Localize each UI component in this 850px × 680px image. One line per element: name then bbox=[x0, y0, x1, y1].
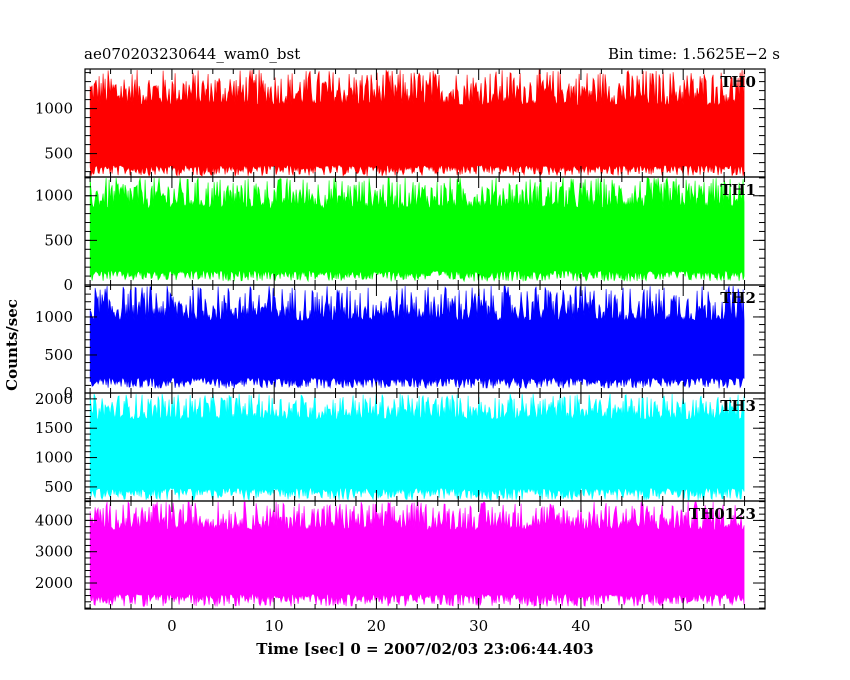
x-tick-label: 20 bbox=[367, 617, 386, 635]
y-tick-label: 1000 bbox=[35, 449, 73, 467]
y-tick-label: 3000 bbox=[35, 543, 73, 561]
panel-frame bbox=[84, 500, 766, 610]
x-tick-label: 40 bbox=[571, 617, 590, 635]
y-tick-label: 500 bbox=[44, 478, 73, 496]
series-label-th0: TH0 bbox=[720, 73, 756, 91]
y-axis-title: Counts/sec bbox=[3, 299, 21, 391]
y-tick-label: 500 bbox=[44, 346, 73, 364]
x-tick-label: 30 bbox=[469, 617, 488, 635]
y-tick-label: 2000 bbox=[35, 574, 73, 592]
y-tick-label: 4000 bbox=[35, 511, 73, 529]
bin-time-label: Bin time: 1.5625E−2 s bbox=[608, 45, 780, 63]
series-th3-trace bbox=[89, 393, 745, 501]
chart-title: ae070203230644_wam0_bst bbox=[84, 45, 300, 63]
x-tick-label: 10 bbox=[265, 617, 284, 635]
series-label-th1: TH1 bbox=[720, 181, 756, 199]
y-tick-label: 0 bbox=[63, 384, 73, 402]
series-label-th3: TH3 bbox=[720, 397, 756, 415]
y-tick-label: 2000 bbox=[35, 390, 73, 408]
y-tick-label: 1000 bbox=[35, 100, 73, 118]
x-tick-label: 50 bbox=[674, 617, 693, 635]
y-tick-label: 500 bbox=[44, 231, 73, 249]
y-tick-label: 0 bbox=[63, 276, 73, 294]
series-label-th0123: TH0123 bbox=[689, 505, 756, 523]
series-label-th2: TH2 bbox=[720, 289, 756, 307]
series-th0-trace bbox=[89, 69, 745, 177]
panel-th0123: 2000 3000 4000 TH0123 0 10 20 30 40 50 bbox=[35, 500, 766, 635]
panel-th1: 0 500 1000 TH1 bbox=[35, 176, 766, 294]
y-tick-label: 1500 bbox=[35, 419, 73, 437]
y-tick-label: 1000 bbox=[35, 308, 73, 326]
y-tick-label: 500 bbox=[44, 145, 73, 163]
x-axis-title: Time [sec] 0 = 2007/02/03 23:06:44.403 bbox=[256, 640, 593, 658]
series-th2-trace bbox=[89, 285, 745, 390]
panel-th3: 500 1000 1500 2000 TH3 bbox=[35, 390, 766, 502]
y-tick-label: 1000 bbox=[35, 187, 73, 205]
series-th0123-trace bbox=[89, 501, 745, 608]
series-th1-trace bbox=[89, 177, 745, 283]
panel-th2: 0 500 1000 TH2 bbox=[35, 284, 766, 402]
x-tick-label: 0 bbox=[167, 617, 177, 635]
panel-th0: 500 1000 TH0 bbox=[35, 68, 766, 178]
